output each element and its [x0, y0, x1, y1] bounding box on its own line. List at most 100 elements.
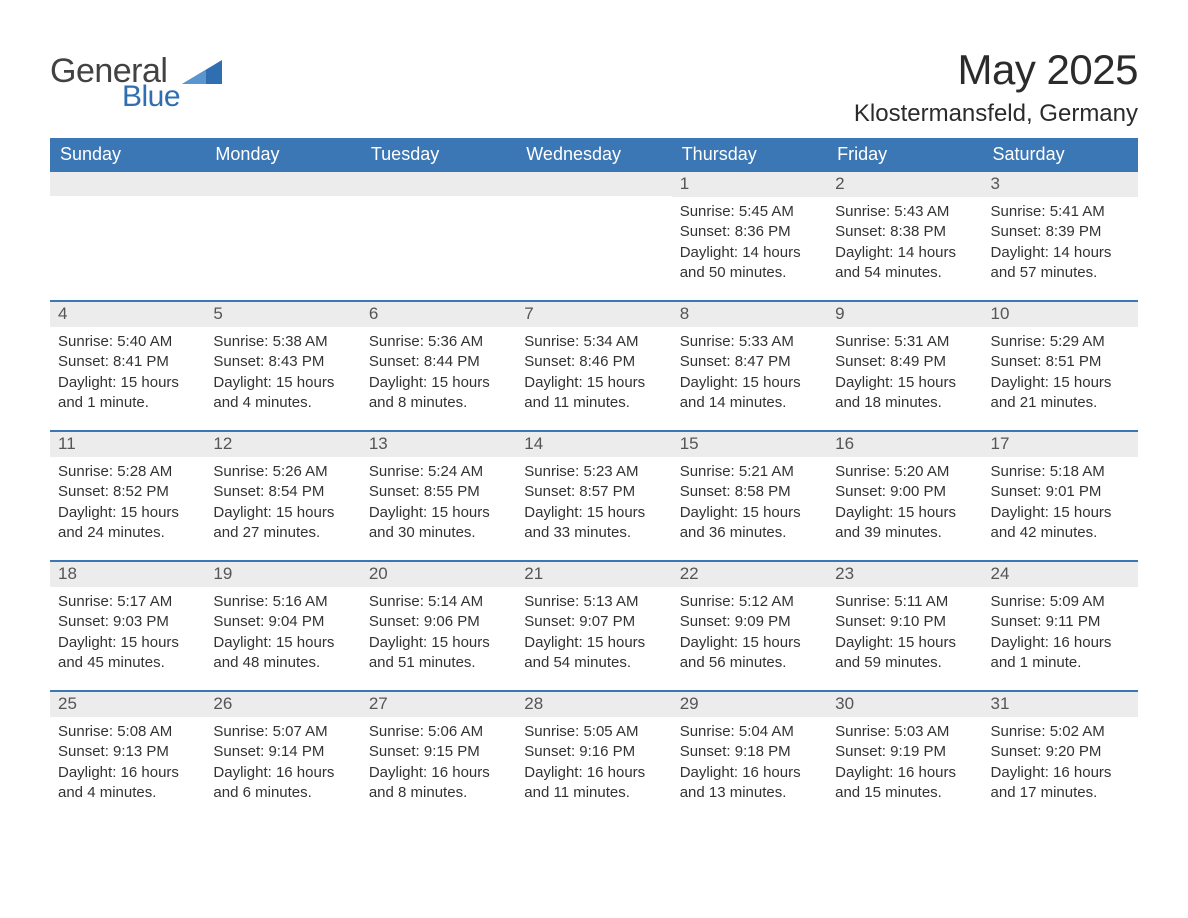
daylight-text: Daylight: 15 hours and 33 minutes.	[524, 503, 663, 544]
sunrise-text: Sunrise: 5:21 AM	[680, 462, 819, 482]
sunrise-text: Sunrise: 5:26 AM	[213, 462, 352, 482]
sunset-text: Sunset: 8:36 PM	[680, 222, 819, 242]
day-header-tue: Tuesday	[361, 138, 516, 172]
day-cell	[516, 172, 671, 300]
sunset-text: Sunset: 9:14 PM	[213, 742, 352, 762]
sunset-text: Sunset: 9:00 PM	[835, 482, 974, 502]
sunset-text: Sunset: 8:55 PM	[369, 482, 508, 502]
sunset-text: Sunset: 8:39 PM	[991, 222, 1130, 242]
day-number: 24	[983, 562, 1138, 587]
day-number: 11	[50, 432, 205, 457]
day-number: 13	[361, 432, 516, 457]
sunset-text: Sunset: 9:07 PM	[524, 612, 663, 632]
day-cell: 10Sunrise: 5:29 AMSunset: 8:51 PMDayligh…	[983, 302, 1138, 430]
sunrise-text: Sunrise: 5:03 AM	[835, 722, 974, 742]
daylight-text: Daylight: 15 hours and 8 minutes.	[369, 373, 508, 414]
day-number: 22	[672, 562, 827, 587]
day-body: Sunrise: 5:29 AMSunset: 8:51 PMDaylight:…	[983, 327, 1138, 419]
daylight-text: Daylight: 16 hours and 4 minutes.	[58, 763, 197, 804]
day-cell: 24Sunrise: 5:09 AMSunset: 9:11 PMDayligh…	[983, 562, 1138, 690]
day-number: 5	[205, 302, 360, 327]
sunset-text: Sunset: 9:04 PM	[213, 612, 352, 632]
week-row: 4Sunrise: 5:40 AMSunset: 8:41 PMDaylight…	[50, 300, 1138, 430]
logo-text: General Blue	[50, 54, 180, 112]
sunset-text: Sunset: 8:44 PM	[369, 352, 508, 372]
day-cell: 8Sunrise: 5:33 AMSunset: 8:47 PMDaylight…	[672, 302, 827, 430]
day-body: Sunrise: 5:31 AMSunset: 8:49 PMDaylight:…	[827, 327, 982, 419]
calendar: Sunday Monday Tuesday Wednesday Thursday…	[50, 138, 1138, 820]
day-cell: 1Sunrise: 5:45 AMSunset: 8:36 PMDaylight…	[672, 172, 827, 300]
day-number: 20	[361, 562, 516, 587]
day-number: 29	[672, 692, 827, 717]
day-body: Sunrise: 5:33 AMSunset: 8:47 PMDaylight:…	[672, 327, 827, 419]
day-cell: 16Sunrise: 5:20 AMSunset: 9:00 PMDayligh…	[827, 432, 982, 560]
day-number: 17	[983, 432, 1138, 457]
sunrise-text: Sunrise: 5:28 AM	[58, 462, 197, 482]
sunrise-text: Sunrise: 5:04 AM	[680, 722, 819, 742]
day-cell: 20Sunrise: 5:14 AMSunset: 9:06 PMDayligh…	[361, 562, 516, 690]
sunrise-text: Sunrise: 5:31 AM	[835, 332, 974, 352]
day-cell: 25Sunrise: 5:08 AMSunset: 9:13 PMDayligh…	[50, 692, 205, 820]
day-cell	[50, 172, 205, 300]
title-block: May 2025 Klostermansfeld, Germany	[854, 46, 1138, 128]
sunset-text: Sunset: 8:43 PM	[213, 352, 352, 372]
day-cell: 17Sunrise: 5:18 AMSunset: 9:01 PMDayligh…	[983, 432, 1138, 560]
day-cell: 22Sunrise: 5:12 AMSunset: 9:09 PMDayligh…	[672, 562, 827, 690]
day-cell	[361, 172, 516, 300]
week-row: 1Sunrise: 5:45 AMSunset: 8:36 PMDaylight…	[50, 172, 1138, 300]
sunrise-text: Sunrise: 5:14 AM	[369, 592, 508, 612]
day-body: Sunrise: 5:16 AMSunset: 9:04 PMDaylight:…	[205, 587, 360, 679]
day-cell: 23Sunrise: 5:11 AMSunset: 9:10 PMDayligh…	[827, 562, 982, 690]
sunrise-text: Sunrise: 5:41 AM	[991, 202, 1130, 222]
day-number	[50, 172, 205, 196]
daylight-text: Daylight: 14 hours and 57 minutes.	[991, 243, 1130, 284]
day-header-row: Sunday Monday Tuesday Wednesday Thursday…	[50, 138, 1138, 172]
sunrise-text: Sunrise: 5:02 AM	[991, 722, 1130, 742]
day-body: Sunrise: 5:38 AMSunset: 8:43 PMDaylight:…	[205, 327, 360, 419]
sunset-text: Sunset: 8:49 PM	[835, 352, 974, 372]
day-cell: 18Sunrise: 5:17 AMSunset: 9:03 PMDayligh…	[50, 562, 205, 690]
sunrise-text: Sunrise: 5:33 AM	[680, 332, 819, 352]
daylight-text: Daylight: 15 hours and 59 minutes.	[835, 633, 974, 674]
daylight-text: Daylight: 15 hours and 24 minutes.	[58, 503, 197, 544]
sunset-text: Sunset: 8:54 PM	[213, 482, 352, 502]
daylight-text: Daylight: 15 hours and 14 minutes.	[680, 373, 819, 414]
sunrise-text: Sunrise: 5:06 AM	[369, 722, 508, 742]
day-body: Sunrise: 5:24 AMSunset: 8:55 PMDaylight:…	[361, 457, 516, 549]
day-cell: 29Sunrise: 5:04 AMSunset: 9:18 PMDayligh…	[672, 692, 827, 820]
day-number: 18	[50, 562, 205, 587]
day-cell: 11Sunrise: 5:28 AMSunset: 8:52 PMDayligh…	[50, 432, 205, 560]
day-header-mon: Monday	[205, 138, 360, 172]
sunset-text: Sunset: 9:19 PM	[835, 742, 974, 762]
day-body: Sunrise: 5:20 AMSunset: 9:00 PMDaylight:…	[827, 457, 982, 549]
day-body: Sunrise: 5:23 AMSunset: 8:57 PMDaylight:…	[516, 457, 671, 549]
sunrise-text: Sunrise: 5:38 AM	[213, 332, 352, 352]
logo: General Blue	[50, 46, 222, 112]
day-cell: 19Sunrise: 5:16 AMSunset: 9:04 PMDayligh…	[205, 562, 360, 690]
day-body: Sunrise: 5:28 AMSunset: 8:52 PMDaylight:…	[50, 457, 205, 549]
day-body: Sunrise: 5:45 AMSunset: 8:36 PMDaylight:…	[672, 197, 827, 289]
sunrise-text: Sunrise: 5:45 AM	[680, 202, 819, 222]
sunrise-text: Sunrise: 5:11 AM	[835, 592, 974, 612]
daylight-text: Daylight: 16 hours and 11 minutes.	[524, 763, 663, 804]
week-row: 18Sunrise: 5:17 AMSunset: 9:03 PMDayligh…	[50, 560, 1138, 690]
day-number: 9	[827, 302, 982, 327]
day-cell: 26Sunrise: 5:07 AMSunset: 9:14 PMDayligh…	[205, 692, 360, 820]
day-body: Sunrise: 5:21 AMSunset: 8:58 PMDaylight:…	[672, 457, 827, 549]
day-body: Sunrise: 5:12 AMSunset: 9:09 PMDaylight:…	[672, 587, 827, 679]
day-cell: 5Sunrise: 5:38 AMSunset: 8:43 PMDaylight…	[205, 302, 360, 430]
sunrise-text: Sunrise: 5:34 AM	[524, 332, 663, 352]
daylight-text: Daylight: 15 hours and 42 minutes.	[991, 503, 1130, 544]
daylight-text: Daylight: 16 hours and 1 minute.	[991, 633, 1130, 674]
daylight-text: Daylight: 15 hours and 48 minutes.	[213, 633, 352, 674]
day-body: Sunrise: 5:17 AMSunset: 9:03 PMDaylight:…	[50, 587, 205, 679]
day-body: Sunrise: 5:34 AMSunset: 8:46 PMDaylight:…	[516, 327, 671, 419]
logo-triangle-icon	[182, 60, 222, 91]
day-number: 8	[672, 302, 827, 327]
week-row: 25Sunrise: 5:08 AMSunset: 9:13 PMDayligh…	[50, 690, 1138, 820]
daylight-text: Daylight: 14 hours and 50 minutes.	[680, 243, 819, 284]
day-cell: 12Sunrise: 5:26 AMSunset: 8:54 PMDayligh…	[205, 432, 360, 560]
logo-blue: Blue	[122, 82, 180, 112]
day-number: 31	[983, 692, 1138, 717]
day-cell: 13Sunrise: 5:24 AMSunset: 8:55 PMDayligh…	[361, 432, 516, 560]
